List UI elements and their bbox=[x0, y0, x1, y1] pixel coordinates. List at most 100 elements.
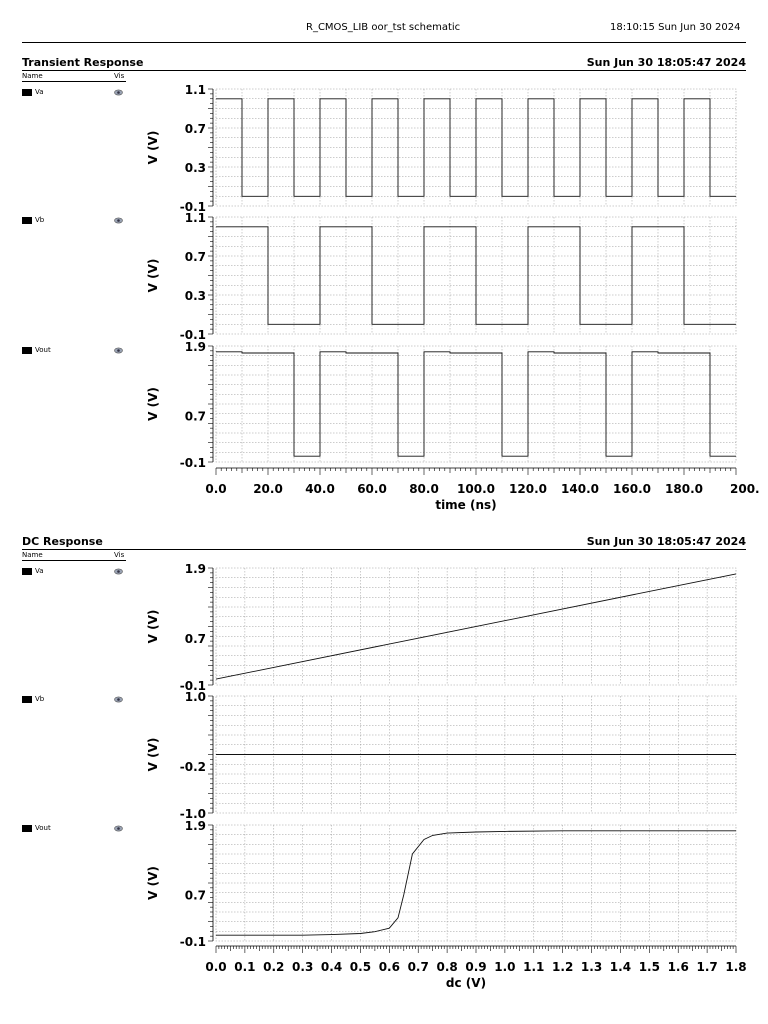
y-tick-label: 0.7 bbox=[185, 889, 206, 903]
name-column-header: Name bbox=[22, 551, 43, 559]
column-header-divider bbox=[22, 81, 126, 82]
signal-entry-vb[interactable]: Vb bbox=[22, 695, 44, 703]
dc-section-title: DC Response bbox=[22, 535, 103, 548]
x-tick-label: 80.0 bbox=[409, 482, 439, 496]
vis-column-header: Vis bbox=[114, 551, 125, 559]
signal-color-swatch bbox=[22, 88, 32, 96]
x-tick-label: 1.5 bbox=[639, 960, 660, 974]
y-tick-label: 0.3 bbox=[185, 289, 206, 303]
x-tick-label: 140.0 bbox=[561, 482, 599, 496]
x-tick-label: 0.1 bbox=[234, 960, 255, 974]
y-tick-label: 0.7 bbox=[185, 632, 206, 646]
x-tick-label: 100.0 bbox=[457, 482, 495, 496]
eye-icon[interactable] bbox=[114, 568, 123, 575]
signal-color-swatch bbox=[22, 695, 32, 703]
dc-section-date: Sun Jun 30 18:05:47 2024 bbox=[586, 535, 746, 548]
transient-section-title: Transient Response bbox=[22, 56, 144, 69]
signal-label: Vout bbox=[35, 346, 51, 354]
y-tick-label: 1.9 bbox=[185, 340, 206, 354]
x-tick-label: 1.4 bbox=[610, 960, 631, 974]
signal-label: Vb bbox=[35, 695, 45, 703]
x-tick-label: 120.0 bbox=[509, 482, 547, 496]
y-tick-label: -0.2 bbox=[180, 760, 206, 774]
signal-label: Va bbox=[35, 88, 44, 96]
series-line-vb bbox=[216, 226, 736, 325]
y-tick-label: 0.7 bbox=[185, 410, 206, 424]
x-tick-label: 180.0 bbox=[665, 482, 703, 496]
x-tick-label: 0.0 bbox=[205, 960, 226, 974]
signal-entry-vout[interactable]: Vout bbox=[22, 824, 51, 832]
eye-icon[interactable] bbox=[114, 89, 123, 96]
signal-color-swatch bbox=[22, 567, 32, 575]
eye-icon[interactable] bbox=[114, 696, 123, 703]
y-tick-label: -0.1 bbox=[180, 328, 206, 342]
x-tick-label: 0.8 bbox=[436, 960, 457, 974]
y-tick-label: -0.1 bbox=[180, 935, 206, 949]
y-axis-label: V (V) bbox=[146, 866, 160, 900]
x-tick-label: 1.2 bbox=[552, 960, 573, 974]
y-tick-label: 1.1 bbox=[185, 211, 206, 225]
x-tick-label: 0.2 bbox=[263, 960, 284, 974]
x-tick-label: 0.5 bbox=[350, 960, 371, 974]
window-title: R_CMOS_LIB oor_tst schematic bbox=[306, 22, 461, 33]
x-axis-label: time (ns) bbox=[435, 498, 496, 512]
x-tick-label: 1.1 bbox=[523, 960, 544, 974]
x-tick-label: 1.7 bbox=[696, 960, 717, 974]
series-line-vout bbox=[216, 830, 736, 936]
x-tick-label: 0.6 bbox=[379, 960, 400, 974]
y-tick-label: -0.1 bbox=[180, 456, 206, 470]
y-tick-label: -0.1 bbox=[180, 200, 206, 214]
x-tick-label: 0.4 bbox=[321, 960, 342, 974]
x-tick-label: 200. bbox=[730, 482, 760, 496]
x-tick-label: 0.7 bbox=[408, 960, 429, 974]
y-tick-label: 0.3 bbox=[185, 161, 206, 175]
y-axis-label: V (V) bbox=[146, 610, 160, 644]
y-tick-label: 0.7 bbox=[185, 250, 206, 264]
x-tick-label: 60.0 bbox=[357, 482, 387, 496]
y-tick-label: 1.0 bbox=[185, 690, 206, 704]
series-line-va bbox=[215, 573, 737, 680]
name-column-header: Name bbox=[22, 72, 43, 80]
signal-color-swatch bbox=[22, 824, 32, 832]
x-tick-label: 0.9 bbox=[465, 960, 486, 974]
signal-label: Va bbox=[35, 567, 44, 575]
header-timestamp: 18:10:15 Sun Jun 30 2024 bbox=[610, 22, 741, 33]
y-tick-label: -1.0 bbox=[180, 807, 206, 821]
series-line-vout bbox=[216, 351, 736, 457]
x-tick-label: 0.3 bbox=[292, 960, 313, 974]
signal-entry-va[interactable]: Va bbox=[22, 567, 44, 575]
eye-icon[interactable] bbox=[114, 825, 123, 832]
dc-section-divider bbox=[22, 549, 746, 550]
series-line-va bbox=[216, 98, 736, 197]
y-axis-label: V (V) bbox=[146, 738, 160, 772]
y-axis-label: V (V) bbox=[146, 259, 160, 293]
eye-icon[interactable] bbox=[114, 347, 123, 354]
x-tick-label: 1.6 bbox=[668, 960, 689, 974]
signal-color-swatch bbox=[22, 346, 32, 354]
x-axis-label: dc (V) bbox=[446, 976, 486, 990]
y-tick-label: 1.1 bbox=[185, 83, 206, 97]
x-tick-label: 0.0 bbox=[205, 482, 226, 496]
signal-label: Vb bbox=[35, 216, 45, 224]
y-tick-label: 1.9 bbox=[185, 819, 206, 833]
signal-entry-va[interactable]: Va bbox=[22, 88, 44, 96]
y-tick-label: -0.1 bbox=[180, 679, 206, 693]
x-tick-label: 20.0 bbox=[253, 482, 283, 496]
vis-column-header: Vis bbox=[114, 72, 125, 80]
signal-color-swatch bbox=[22, 216, 32, 224]
x-tick-label: 40.0 bbox=[305, 482, 335, 496]
x-tick-label: 1.3 bbox=[581, 960, 602, 974]
y-axis-label: V (V) bbox=[146, 387, 160, 421]
eye-icon[interactable] bbox=[114, 217, 123, 224]
transient-section-divider bbox=[22, 70, 746, 71]
y-tick-label: 0.7 bbox=[185, 122, 206, 136]
transient-section-date: Sun Jun 30 18:05:47 2024 bbox=[586, 56, 746, 69]
signal-label: Vout bbox=[35, 824, 51, 832]
signal-entry-vb[interactable]: Vb bbox=[22, 216, 44, 224]
x-tick-label: 1.8 bbox=[725, 960, 746, 974]
y-tick-label: 1.9 bbox=[185, 562, 206, 576]
header-divider bbox=[22, 42, 746, 43]
signal-entry-vout[interactable]: Vout bbox=[22, 346, 51, 354]
column-header-divider bbox=[22, 560, 126, 561]
